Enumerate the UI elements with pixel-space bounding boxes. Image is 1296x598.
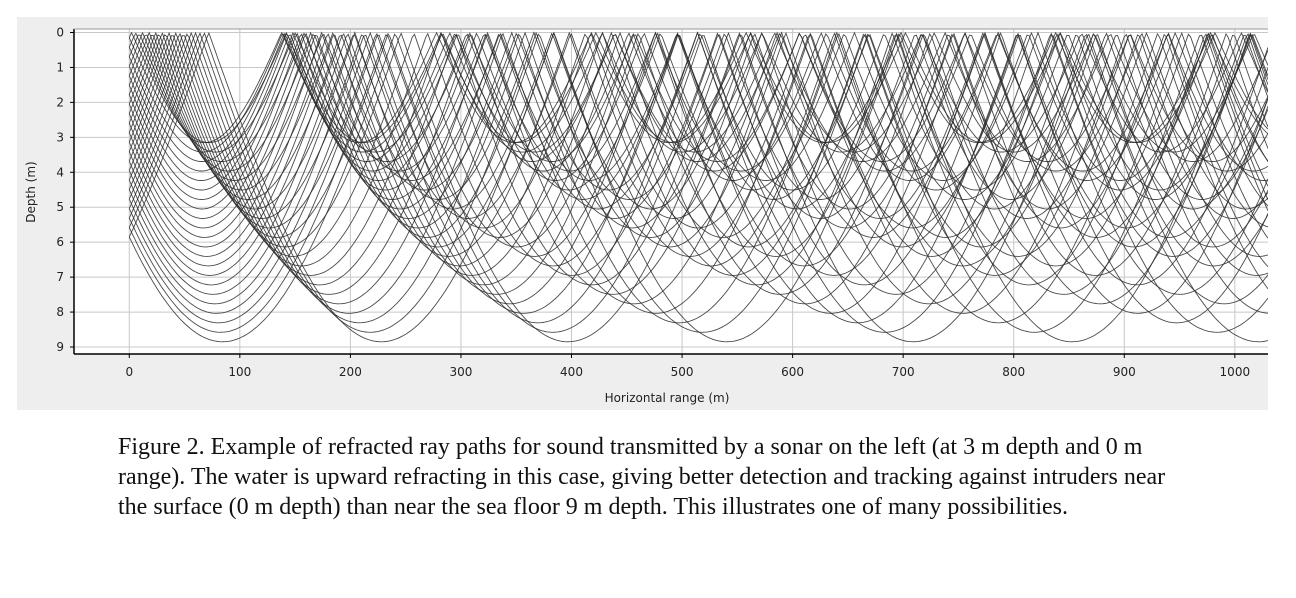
plot-frame [73, 28, 1268, 355]
x-axis-title: Horizontal range (m) [605, 391, 730, 405]
x-tick-labels: 0 100 200 300 400 500 600 700 800 900 1000 [125, 354, 1250, 379]
ray-path [128, 31, 1268, 324]
x-tick-label: 0 [125, 365, 133, 379]
ray-path [128, 31, 1268, 257]
ray-path [128, 31, 1268, 314]
y-tick-label: 9 [56, 340, 64, 354]
x-tick-label: 600 [781, 365, 804, 379]
y-tick-label: 5 [56, 200, 64, 214]
y-tick-label: 4 [56, 165, 64, 179]
ray-path [128, 32, 1268, 324]
ray-path [128, 31, 1268, 295]
y-tick-label: 8 [56, 305, 64, 319]
ray-path [128, 32, 1268, 172]
ray-path [128, 31, 1268, 286]
x-tick-label: 300 [449, 365, 472, 379]
ray-path-chart: 0 100 200 300 400 500 600 700 800 900 1000 0 1 2 3 4 5 6… [24, 25, 1268, 405]
x-tick-label: 900 [1113, 365, 1136, 379]
y-tick-label: 0 [56, 25, 64, 39]
x-tick-label: 700 [892, 365, 915, 379]
y-tick-labels: 0 1 2 3 4 5 6 7 8 9 [56, 25, 74, 354]
x-tick-label: 100 [228, 365, 251, 379]
x-tick-label: 800 [1002, 365, 1025, 379]
ray-path [128, 31, 1268, 276]
x-tick-label: 500 [671, 365, 694, 379]
y-tick-label: 7 [56, 270, 64, 284]
y-axis-title: Depth (m) [24, 161, 38, 222]
ray-path [128, 31, 1268, 181]
y-tick-label: 1 [56, 60, 64, 74]
figure-caption: Figure 2. Example of refracted ray paths… [118, 434, 1166, 520]
ray-path [128, 31, 1268, 343]
ray-path [128, 31, 1268, 191]
y-tick-label: 3 [56, 130, 64, 144]
ray-path [128, 32, 1268, 333]
ray-path [128, 33, 1268, 343]
ray-path [128, 31, 1268, 286]
ray-path [128, 32, 1268, 229]
figure-panel: 0 100 200 300 400 500 600 700 800 900 1000 0 1 2 3 4 5 6… [17, 17, 1268, 410]
ray-path [128, 31, 1268, 267]
x-tick-label: 400 [560, 365, 583, 379]
ray-path [128, 31, 1268, 248]
ray-path [128, 31, 1268, 238]
ray-path [128, 32, 1268, 276]
y-tick-label: 6 [56, 235, 64, 249]
x-tick-label: 1000 [1220, 365, 1251, 379]
ray-paths [128, 31, 1268, 343]
y-tick-label: 2 [56, 95, 64, 109]
ray-path [128, 31, 1268, 172]
x-tick-label: 200 [339, 365, 362, 379]
